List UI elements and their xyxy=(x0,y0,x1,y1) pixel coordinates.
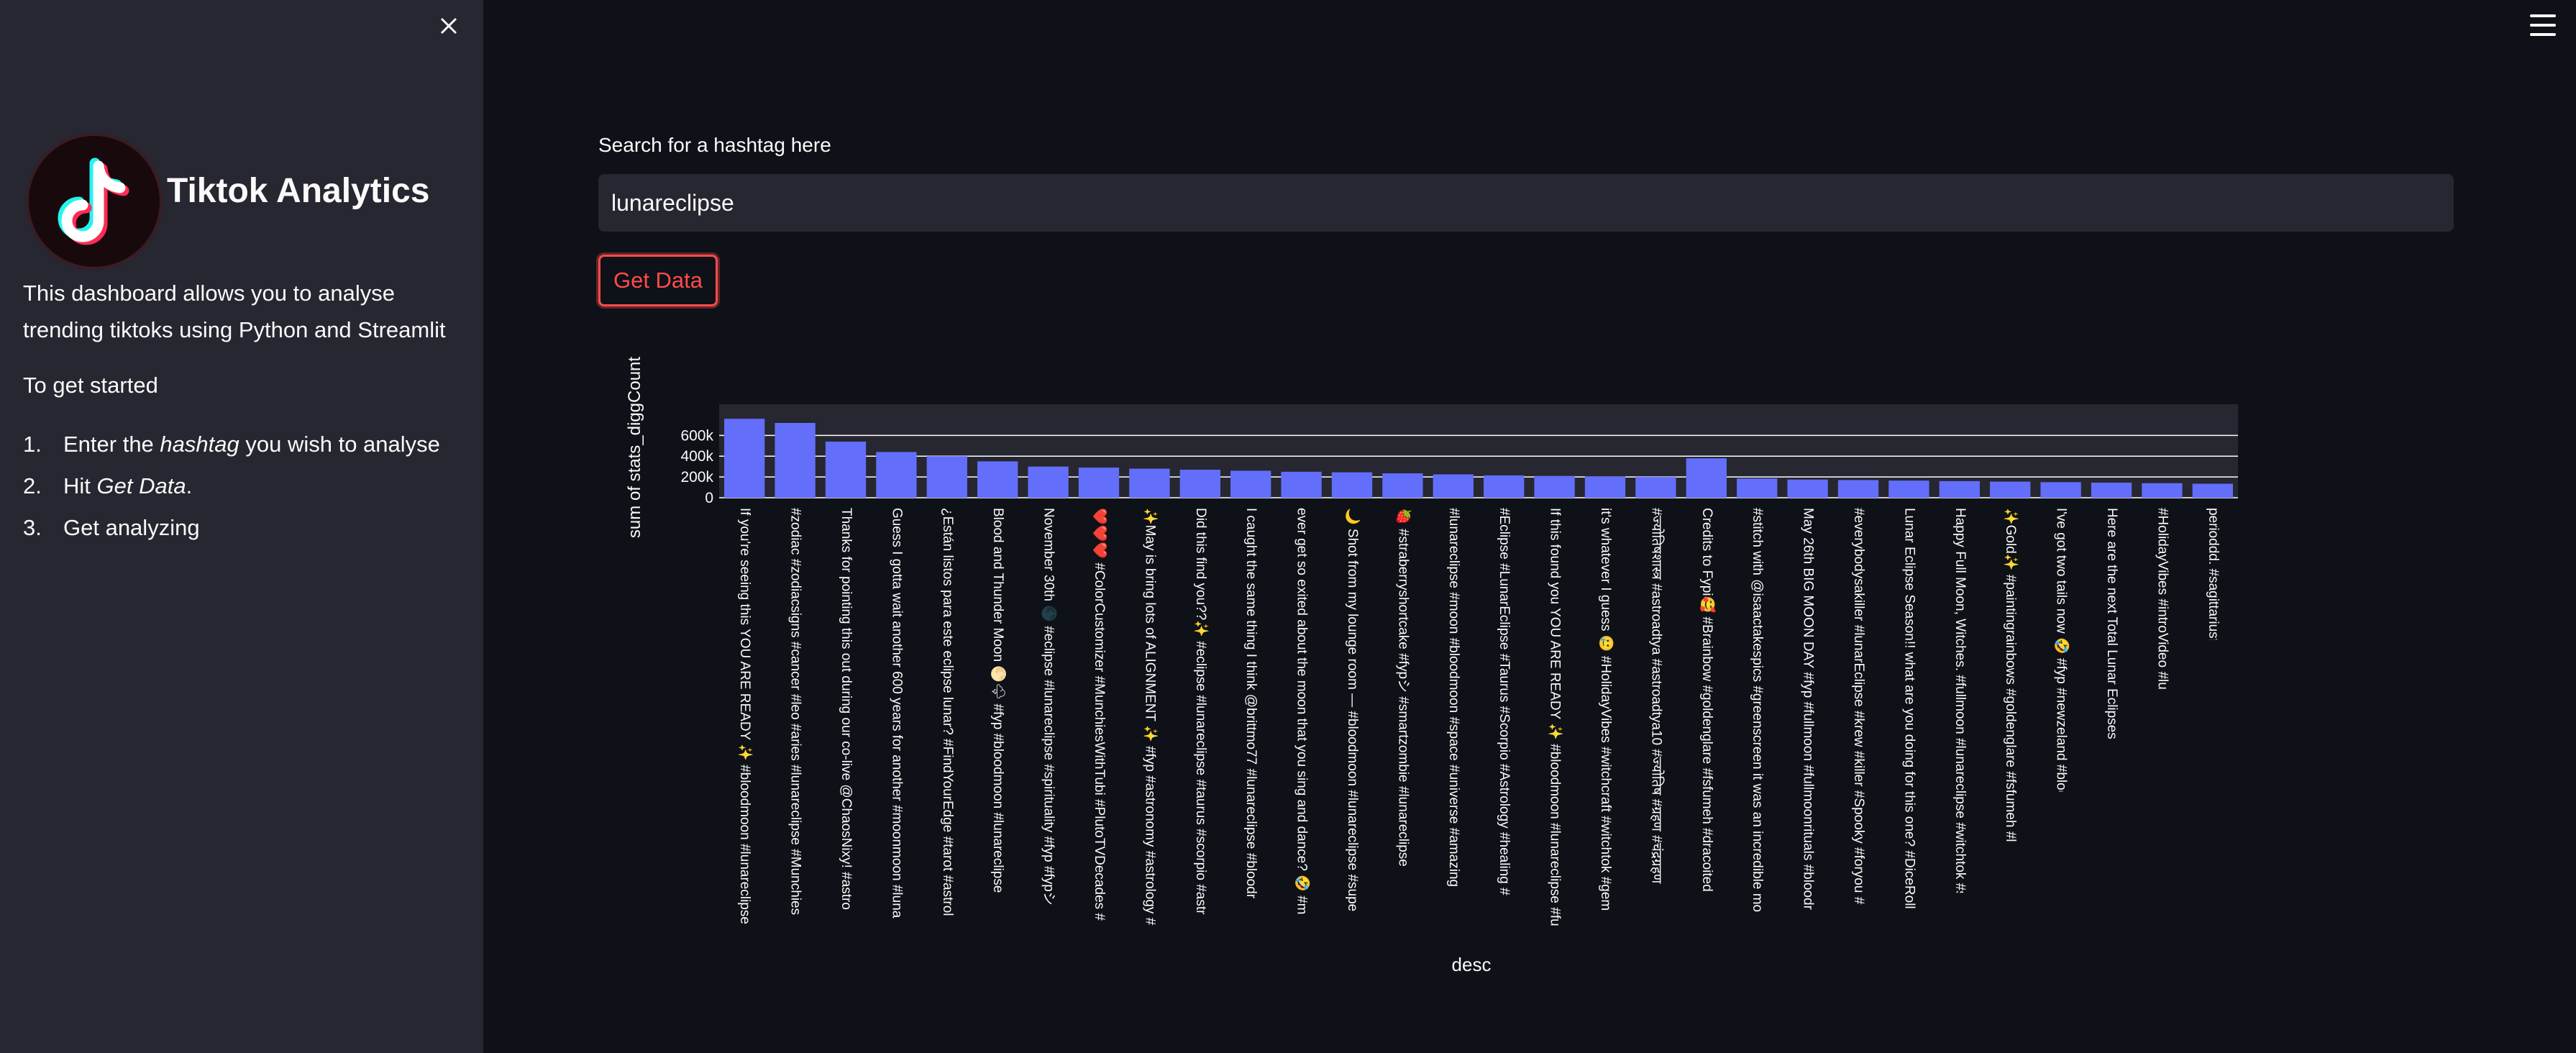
bar xyxy=(1028,466,1069,498)
step-item: 3. Get analyzing xyxy=(23,515,440,557)
bar xyxy=(1584,476,1626,498)
bar xyxy=(1382,473,1423,498)
bar xyxy=(2040,482,2081,498)
hashtag-search-input[interactable] xyxy=(598,174,2454,232)
x-tick-label: ¿Están listos para este eclipse lunar? #… xyxy=(940,508,955,916)
x-tick-label: Guess I gotta wait another 600 years for… xyxy=(889,508,904,918)
app-title: Tiktok Analytics xyxy=(167,172,430,210)
step-item: 2. Hit Get Data. xyxy=(23,473,440,515)
x-tick-label: #lunareclipse #moon #bloodmoon #space #u… xyxy=(1446,508,1461,887)
bar xyxy=(1534,475,1575,498)
y-tick-label: 200k xyxy=(680,469,713,486)
step-emphasis: hashtag xyxy=(160,432,239,457)
step-text: Enter the xyxy=(63,432,160,457)
x-tick-label: If this found you YOU ARE READY ✨ #blood… xyxy=(1548,508,1563,926)
intro-text: This dashboard allows you to analyse tre… xyxy=(23,281,446,342)
x-tick-label: ✨Gold✨ #paintingrainbows #goldenglare #f… xyxy=(2003,508,2019,912)
x-tick-label: #HolidayVibes #introVideo #lunareclipse … xyxy=(2155,508,2170,904)
step-text: Hit xyxy=(63,473,97,498)
close-sidebar-button[interactable] xyxy=(436,13,462,39)
bar xyxy=(1331,472,1373,498)
search-label: Search for a hashtag here xyxy=(598,134,831,156)
x-tick-label: Did this find you??✨ #eclipse #lunarecli… xyxy=(1193,508,1209,915)
bar xyxy=(825,442,867,498)
x-tick-label: I caught the same thing I think @brittmo… xyxy=(1243,508,1259,899)
x-tick-label: 🌙 Shot from my lounge room — #bloodmoon … xyxy=(1345,508,1361,911)
step-number: 1. xyxy=(23,432,42,457)
bar xyxy=(1129,468,1170,498)
step-text: . xyxy=(186,473,193,498)
step-number: 2. xyxy=(23,473,42,498)
bar xyxy=(1990,481,2031,498)
x-tick-label: November 30th 🌑 #eclipse #lunareclipse #… xyxy=(1041,508,1058,906)
x-tick-label: Thanks for pointing this out during our … xyxy=(839,508,854,910)
get-started-heading: To get started xyxy=(23,373,158,398)
bar xyxy=(2192,483,2233,498)
bar xyxy=(1888,480,1929,498)
main-menu-button[interactable] xyxy=(2530,14,2556,36)
x-axis-title: desc xyxy=(1452,954,1492,975)
x-tick-label: #ज्योतिषशास्त्र #astroadtya #astroadtya1… xyxy=(1648,508,1665,884)
close-icon xyxy=(440,17,457,35)
x-tick-label: Credits to Fypi🥰 #Brainbow #goldenglare … xyxy=(1699,508,1716,892)
step-text: Get analyzing xyxy=(63,515,200,540)
step-text: you wish to analyse xyxy=(239,432,440,457)
y-tick-label: 0 xyxy=(705,490,713,506)
bar xyxy=(1484,475,1525,498)
bar xyxy=(1837,480,1879,498)
bar xyxy=(1179,470,1220,498)
bar-chart: 0 200k 400k 600k If you're seeing this YOU A… xyxy=(625,357,2238,975)
x-tick-label: Blood and Thunder Moon 🌕🌩 #fyp #bloodmoo… xyxy=(990,508,1007,893)
y-axis-title: sum of stats_diggCount xyxy=(625,357,644,538)
bar xyxy=(2091,483,2132,498)
bar xyxy=(926,456,967,498)
x-tick-label: If you're seeing this YOU ARE READY ✨ #b… xyxy=(737,508,753,924)
bar xyxy=(1230,470,1271,498)
y-tick-label: 600k xyxy=(680,427,713,444)
x-tick-label: Here are the next Total Lunar Eclipses t… xyxy=(2104,508,2119,918)
step-item: 1. Enter the hashtag you wish to analyse xyxy=(23,432,440,473)
bar xyxy=(1078,468,1120,498)
bar xyxy=(775,423,816,498)
x-tick-label: perioddd. #sagittariusfullmoon #lunarecl… xyxy=(2206,508,2221,885)
bar xyxy=(1939,480,1980,498)
x-tick-label: Happy Full Moon, Witches. #fullmoon #lun… xyxy=(1952,508,1968,905)
x-tick-label: I've got two tails now 🤣 #fyp #newzeland… xyxy=(2053,508,2070,904)
bar xyxy=(1787,479,1828,498)
steps-list: 1. Enter the hashtag you wish to analyse… xyxy=(23,432,440,557)
bar xyxy=(2142,483,2183,498)
x-tick-label: #everybodysakiller #lunarEclipse #krew #… xyxy=(1851,508,1866,905)
plot-background xyxy=(719,404,2238,498)
bar xyxy=(1281,471,1322,498)
hamburger-menu-icon xyxy=(2530,14,2556,17)
y-tick-label: 400k xyxy=(680,448,713,465)
x-tick-label: ✨May is bring lots of ALIGNMENT ✨ #fyp #… xyxy=(1142,508,1158,926)
bar xyxy=(724,419,765,498)
bar xyxy=(1433,474,1474,498)
x-tick-label: 🍓 #straberryshortcake #fypシ #smartzombie… xyxy=(1395,508,1412,867)
get-data-button[interactable]: Get Data xyxy=(598,255,718,306)
bar xyxy=(1635,477,1676,498)
bar xyxy=(1737,478,1778,498)
x-tick-label: May 26th BIG MOON DAY #fyp #fullmoon #fu… xyxy=(1801,508,1816,911)
x-tick-label: ever get so exited about the moon that y… xyxy=(1294,508,1311,915)
sidebar: Tiktok Analytics This dashboard allows y… xyxy=(0,0,483,1053)
x-tick-label: it's whatever I guess 🥲 #HolidayVibes #w… xyxy=(1598,508,1614,911)
step-emphasis: Get Data xyxy=(96,473,186,498)
bar xyxy=(977,461,1018,498)
x-tick-label: #stitch with @isaactakespics #greenscree… xyxy=(1750,508,1765,912)
tiktok-logo xyxy=(26,133,163,270)
bar xyxy=(876,452,917,498)
x-tick-label: #zodiac #zodiacsigns #cancer #leo #aries… xyxy=(788,508,803,915)
x-tick-label: Lunar Eclipse Season!! what are you doin… xyxy=(1901,508,1917,909)
step-number: 3. xyxy=(23,515,42,540)
x-tick-label: #Eclipse #LunarEclipse #Taurus #Scorpio … xyxy=(1497,508,1512,895)
bar xyxy=(1686,458,1727,498)
x-tick-label: ❤️❤️❤️ #ColorCustomizer #MunchiesWithTub… xyxy=(1092,508,1107,921)
